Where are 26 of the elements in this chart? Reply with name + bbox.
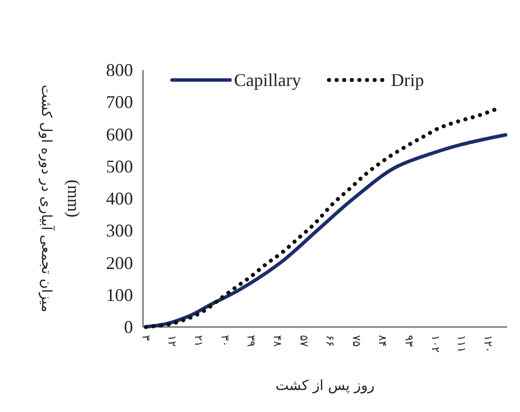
x-tick-label: ۳۹	[244, 335, 258, 347]
x-tick-label: ۵۷	[297, 335, 310, 347]
legend-label: Capillary	[234, 70, 301, 90]
x-tick-label: ۱۰۲	[428, 335, 442, 353]
y-tick-label: 100	[106, 284, 133, 305]
y-tick-label: 0	[124, 317, 133, 337]
x-tick-label: ۱۱۱	[455, 335, 468, 353]
x-tick-label: ۴۸	[270, 335, 284, 347]
y-tick-label: 200	[106, 252, 133, 273]
y-tick-label: 600	[106, 124, 133, 144]
x-tick-label: ۳۰	[218, 335, 232, 347]
x-tick-label: ۶۶	[324, 335, 337, 347]
y-tick-label: 400	[106, 188, 133, 208]
legend-label: Drip	[390, 70, 424, 90]
x-tick-label: ۲۱	[192, 335, 206, 347]
x-tick-label: ۱۲	[166, 335, 179, 347]
x-tick-label: ۱۲۰	[481, 335, 494, 353]
x-axis-title: روز پس از کشت	[276, 378, 374, 394]
y-tick-label: 700	[106, 92, 133, 112]
x-tick-label: ۳	[139, 335, 152, 341]
x-tick-label: ۷۵	[350, 335, 363, 347]
y-tick-label: 800	[106, 60, 133, 80]
x-tick-label: ۸۴	[376, 335, 390, 347]
x-tick-label: ۹۳	[402, 335, 416, 347]
y-tick-label: 500	[106, 156, 133, 176]
y-tick-label: 300	[106, 220, 133, 241]
